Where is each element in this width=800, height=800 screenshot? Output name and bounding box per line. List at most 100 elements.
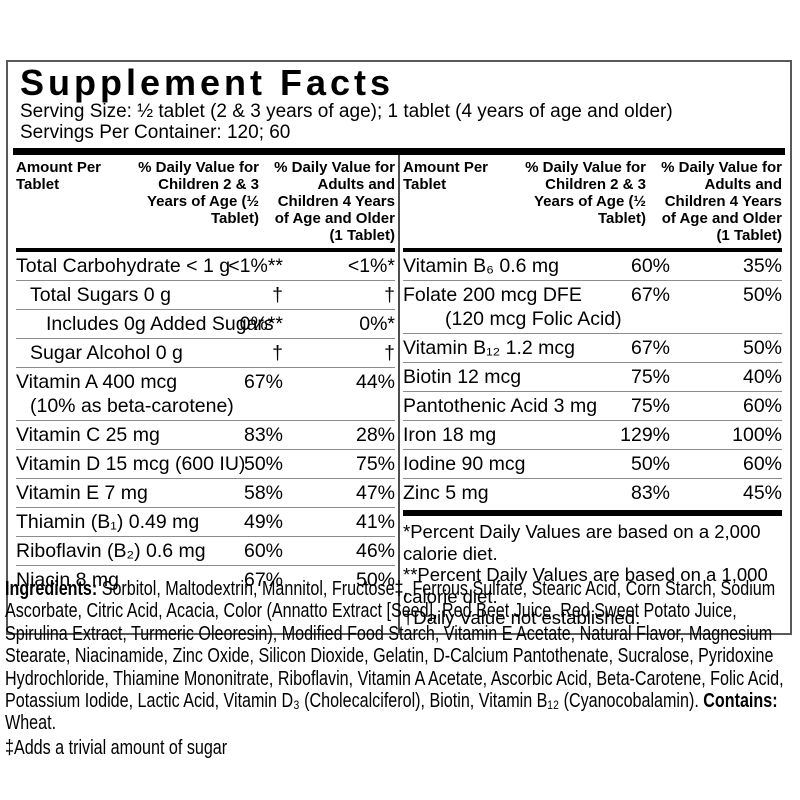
fact-dv-adults: 60%: [742, 453, 782, 475]
fact-dv-adults: 28%: [355, 424, 395, 446]
fact-dv-adults: 41%: [355, 511, 395, 533]
fact-dv-children: 49%: [243, 511, 283, 533]
fact-dv-adults: 100%: [732, 424, 782, 446]
fact-row: Vitamin E 7 mg 58% 47%: [16, 478, 395, 507]
fact-name: Sugar Alcohol 0 g: [30, 342, 183, 364]
supplement-facts-panel: Supplement Facts Serving Size: ½ tablet …: [6, 60, 792, 635]
fact-dv-children: 0%**: [239, 313, 283, 335]
fact-row: Vitamin B₁₂ 1.2 mcg 67% 50%: [403, 333, 782, 362]
fact-dv-children: 83%: [243, 424, 283, 446]
fact-dv-children: 67%: [243, 371, 283, 393]
fact-dv-children: 50%: [630, 453, 670, 475]
below-panel-text: Ingredients: Sorbitol, Maltodextrin, Man…: [5, 577, 799, 760]
serving-size-line: Serving Size: ½ tablet (2 & 3 years of a…: [20, 101, 673, 122]
fact-name: Vitamin D 15 mcg (600 IU): [16, 453, 246, 475]
fact-rows-right: Vitamin B₆ 0.6 mg 60% 35% Folate 200 mcg DF…: [403, 252, 782, 507]
column-header-right: Amount Per Tablet % Daily Value for Chil…: [403, 155, 782, 252]
fact-dv-children: †: [272, 342, 283, 364]
facts-column-left: Amount Per Tablet % Daily Value for Chil…: [13, 155, 398, 633]
fact-name: Iodine 90 mcg: [403, 453, 526, 475]
fact-dv-adults: 46%: [355, 540, 395, 562]
fact-dv-adults: 35%: [742, 255, 782, 277]
fact-dv-adults: 50%: [742, 337, 782, 359]
fact-row: Sugar Alcohol 0 g † †: [16, 338, 395, 367]
heavy-rule-top: [13, 148, 785, 155]
fact-row: Zinc 5 mg 83% 45%: [403, 478, 782, 507]
adults-daily-value-header: % Daily Value for Adults and Children 4 …: [274, 159, 395, 244]
fact-row: Iodine 90 mcg 50% 60%: [403, 449, 782, 478]
fact-dv-children: 83%: [630, 482, 670, 504]
fact-row: Vitamin A 400 mcg (10% as beta-carotene) 6…: [16, 367, 395, 420]
fact-name-line2: (10% as beta-carotene): [30, 395, 234, 417]
fact-dv-adults: 75%: [355, 453, 395, 475]
fact-name: Total Sugars 0 g: [30, 284, 171, 306]
sugar-note: ‡Adds a trivial amount of sugar: [5, 735, 228, 759]
fact-row: Thiamin (B₁) 0.49 mg 49% 41%: [16, 507, 395, 536]
fact-dv-adults: 45%: [742, 482, 782, 504]
fact-row: Iron 18 mg 129% 100%: [403, 420, 782, 449]
footnote-daily-value: †Daily Value not established.: [403, 607, 641, 628]
fact-rows-left: Total Carbohydrate < 1 g <1%** <1%* Total S…: [16, 252, 395, 594]
facts-column-right: Amount Per Tablet % Daily Value for Chil…: [400, 155, 785, 633]
footnotes: *Percent Daily Values are based on a 2,0…: [403, 516, 782, 633]
fact-row: Vitamin C 25 mg 83% 28%: [16, 420, 395, 449]
fact-name: Iron 18 mg: [403, 424, 497, 446]
fact-dv-adults: 44%: [355, 371, 395, 393]
fact-name: Includes 0g Added Sugars: [46, 313, 274, 335]
fact-dv-children: 67%: [630, 337, 670, 359]
fact-row: Riboflavin (B₂) 0.6 mg 60% 46%: [16, 536, 395, 565]
heavy-rule-footnotes: [403, 510, 782, 516]
amount-per-tablet-header: Amount Per Tablet: [403, 159, 489, 193]
fact-dv-children: 129%: [620, 424, 670, 446]
fact-name: Vitamin C 25 mg: [16, 424, 160, 446]
fact-dv-children: 67%: [243, 569, 283, 591]
column-header-left: Amount Per Tablet % Daily Value for Chil…: [16, 155, 395, 252]
fact-dv-adults: †: [384, 342, 395, 364]
fact-row: Pantothenic Acid 3 mg 75% 60%: [403, 391, 782, 420]
fact-row: Folate 200 mcg DFE (120 mcg Folic Acid) 67…: [403, 280, 782, 333]
contains-text: Wheat.: [5, 711, 57, 735]
fact-dv-adults: 47%: [355, 482, 395, 504]
fact-name: Niacin 8 mg: [16, 569, 119, 591]
fact-name: Biotin 12 mcg: [403, 366, 522, 388]
ingredients-paragraph: Ingredients: Sorbitol, Maltodextrin, Man…: [5, 577, 799, 735]
footnote-2000-calorie: *Percent Daily Values are based on a 2,0…: [403, 521, 761, 564]
fact-name: Vitamin A 400 mcg (10% as beta-carotene): [16, 371, 234, 417]
fact-dv-children: 75%: [630, 366, 670, 388]
servings-per-container-line: Servings Per Container: 120; 60: [20, 121, 291, 143]
fact-dv-children: 60%: [243, 540, 283, 562]
fact-name: Pantothenic Acid 3 mg: [403, 395, 598, 417]
fact-dv-children: 75%: [630, 395, 670, 417]
fact-dv-adults: 50%: [355, 569, 395, 591]
fact-name: Vitamin B₁₂ 1.2 mcg: [403, 337, 576, 359]
fact-name: Vitamin B₆ 0.6 mg: [403, 255, 559, 277]
fact-row: Vitamin B₆ 0.6 mg 60% 35%: [403, 252, 782, 280]
panel-title: Supplement Facts: [20, 62, 395, 103]
fact-dv-children: <1%**: [228, 255, 283, 277]
fact-name-line2: (120 mcg Folic Acid): [445, 308, 622, 330]
fact-dv-children: 60%: [630, 255, 670, 277]
fact-name: Thiamin (B₁) 0.49 mg: [16, 511, 200, 533]
fact-row: Total Sugars 0 g † †: [16, 280, 395, 309]
contains-label: Contains:: [703, 689, 778, 713]
fact-name: Folate 200 mcg DFE (120 mcg Folic Acid): [403, 284, 622, 330]
fact-name: Riboflavin (B₂) 0.6 mg: [16, 540, 206, 562]
fact-row: Biotin 12 mcg 75% 40%: [403, 362, 782, 391]
children-daily-value-header: % Daily Value for Children 2 & 3 Years o…: [525, 159, 646, 227]
column-divider: [398, 155, 400, 633]
ingredients-list: Sorbitol, Maltodextrin, Mannitol, Fructo…: [5, 577, 784, 713]
fact-dv-children: 50%: [243, 453, 283, 475]
fact-row: Total Carbohydrate < 1 g <1%** <1%*: [16, 252, 395, 280]
children-daily-value-header: % Daily Value for Children 2 & 3 Years o…: [138, 159, 259, 227]
fact-dv-adults: †: [384, 284, 395, 306]
fact-dv-adults: 40%: [742, 366, 782, 388]
fact-name: Total Carbohydrate < 1 g: [16, 255, 231, 277]
fact-dv-children: 58%: [243, 482, 283, 504]
ingredients-label: Ingredients:: [5, 577, 98, 600]
fact-dv-children: †: [272, 284, 283, 306]
fact-row: Niacin 8 mg 67% 50%: [16, 565, 395, 594]
footnote-1000-calorie: **Percent Daily Values are based on a 1,…: [403, 564, 768, 607]
facts-columns: Amount Per Tablet % Daily Value for Chil…: [13, 155, 785, 633]
adults-daily-value-header: % Daily Value for Adults and Children 4 …: [661, 159, 782, 244]
